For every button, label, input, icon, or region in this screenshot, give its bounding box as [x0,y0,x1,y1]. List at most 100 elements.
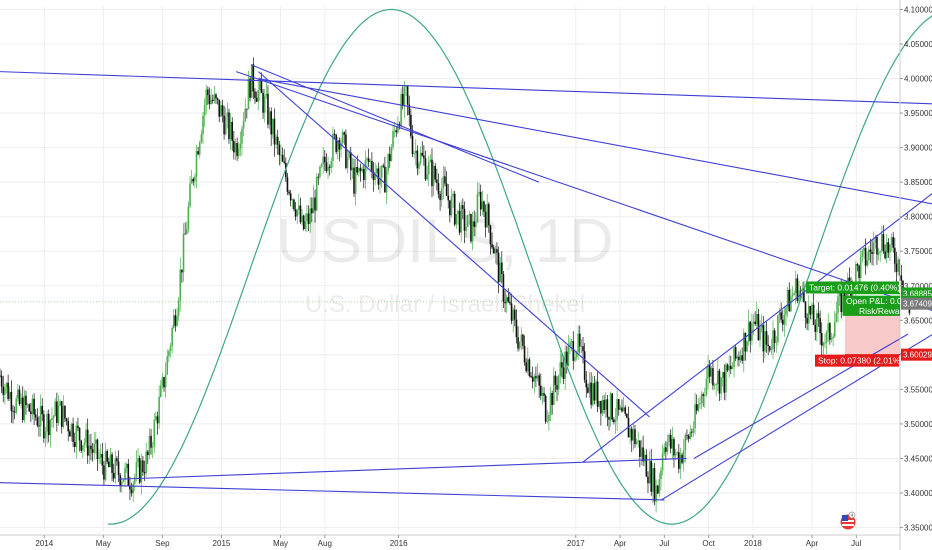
candle [885,234,888,263]
time-tick-label: Oct [702,539,715,548]
candle [333,129,336,139]
drawings[interactable] [0,8,932,525]
long-descending-line-1[interactable] [258,77,932,217]
candle-body [121,481,123,487]
candle-body [556,385,558,390]
candle [788,282,791,312]
candle [830,332,833,343]
candle-body [129,485,131,490]
candle [314,189,316,223]
target-label[interactable]: Target: 0.01476 (0.40%) [806,281,900,294]
rising-channel-lower[interactable] [661,293,932,501]
candle [876,234,878,265]
candle-body [346,157,349,168]
candle-body [686,435,688,436]
candle-body [656,485,659,494]
candle [325,153,328,173]
candle [720,377,722,401]
candle-body [333,133,336,135]
candle [626,413,628,419]
candle-body [163,377,165,388]
candle-body [416,150,419,169]
candle-body [734,347,737,359]
candle-body [255,97,258,102]
candle [606,394,609,427]
candle-body [291,199,294,201]
candle [190,170,193,184]
candle [301,208,303,226]
candle [257,81,260,111]
candle-body [452,193,454,197]
candle-body [497,252,500,283]
steep-down-line-1[interactable] [257,71,650,418]
candle [882,225,885,254]
price-tick-label: 3.65000 [904,316,932,325]
candle [582,337,584,364]
candle-body [130,489,133,494]
candle [447,184,450,209]
candle [710,365,713,384]
candle [895,251,898,283]
candle-body [491,244,493,248]
candle-body [527,359,529,372]
candle-body [895,263,898,272]
candle-body [728,365,730,371]
candle [419,146,422,166]
candle [483,200,485,217]
candle-body [4,387,6,395]
candle [221,99,224,123]
candle [705,366,708,397]
steep-down-line-2[interactable] [250,64,540,183]
candle [151,441,154,458]
candle-body [62,405,65,427]
candle [47,409,50,443]
candle [57,394,60,426]
candle-body [689,431,691,439]
candle [148,428,151,460]
candle [835,301,838,323]
candle [754,311,756,327]
candle [544,394,547,424]
candle [117,450,120,483]
base-line[interactable] [118,457,687,480]
svg-text:4: 4 [851,513,854,518]
lower-support-line[interactable] [0,482,665,501]
candle [86,418,89,464]
candle-body [827,323,830,333]
candle-body [648,461,651,484]
price-tick-label: 3.35000 [904,524,932,533]
candle [319,165,321,180]
candle-body [311,208,313,214]
candle-body [723,372,726,393]
entry-price-label[interactable]: 3.67409 [901,297,932,310]
upper-wedge-line[interactable] [0,71,932,107]
candle-body [299,205,302,223]
candle-body [746,341,748,352]
candle-body [749,321,752,341]
candle-body [429,159,432,162]
candle [671,426,674,459]
candle [868,246,870,266]
candle [768,346,771,353]
stop-price-label[interactable]: 3.60029 [901,348,932,361]
candle-body [207,89,209,96]
candle-body [801,288,804,291]
candle [741,347,743,364]
candle [884,244,886,260]
candle-body [296,209,298,217]
candle [244,98,247,123]
candle-body [515,319,518,338]
candle-body [104,451,107,480]
rising-channel-upper[interactable] [582,141,932,463]
candle [639,440,641,468]
stop-label[interactable]: Stop: 0.07380 (2.01%) [815,354,903,367]
candle [648,451,651,485]
flag-icon[interactable]: 4 [840,511,856,530]
candle [156,411,159,435]
stop-label-text: Stop: 0.07380 (2.01%) [818,356,903,366]
position-tool[interactable]: Target: 0.01476 (0.40%) Stop: 0.07380 (2.… [0,281,932,367]
candle [608,416,610,431]
